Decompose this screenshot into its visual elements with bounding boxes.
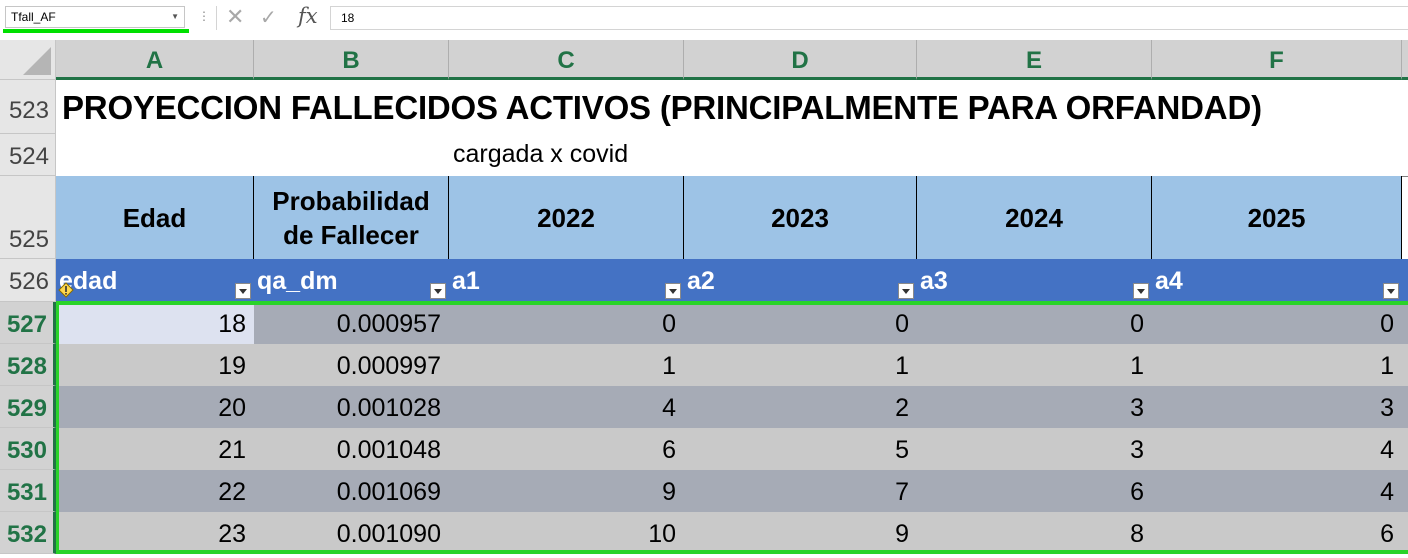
select-all-button[interactable] bbox=[0, 40, 56, 80]
table-header-a3[interactable]: a3 bbox=[917, 259, 1152, 302]
table-header-label: a3 bbox=[920, 267, 948, 295]
table-cell[interactable]: 18 bbox=[56, 302, 254, 344]
table-cell[interactable]: 10 bbox=[449, 512, 684, 554]
table-cell[interactable]: 23 bbox=[56, 512, 254, 554]
column-header-b[interactable]: B bbox=[254, 40, 449, 80]
table-cell[interactable]: 1 bbox=[1152, 344, 1408, 386]
table-header-edad[interactable]: edad bbox=[56, 259, 254, 302]
cancel-icon[interactable]: ✕ bbox=[226, 4, 245, 29]
table-cell[interactable]: 22 bbox=[56, 470, 254, 512]
title-row bbox=[56, 80, 1408, 136]
table-cell[interactable]: 4 bbox=[1152, 428, 1408, 470]
table-cell[interactable]: 0.000957 bbox=[254, 302, 449, 344]
column-header-f[interactable]: F bbox=[1152, 40, 1402, 80]
table-cell[interactable]: 3 bbox=[917, 428, 1152, 470]
band-header-edad[interactable]: Edad bbox=[56, 176, 254, 259]
band-header-probabilidad[interactable]: Probabilidad de Fallecer bbox=[254, 176, 449, 259]
divider bbox=[216, 6, 217, 30]
filter-dropdown-icon[interactable] bbox=[898, 283, 914, 299]
row-header-526[interactable]: 526 bbox=[0, 259, 56, 302]
table-cell[interactable]: 3 bbox=[1152, 386, 1408, 428]
name-box-highlight bbox=[3, 29, 189, 33]
row-header-524[interactable]: 524 bbox=[0, 134, 56, 176]
row-header-530[interactable]: 530 bbox=[0, 428, 56, 470]
selection-border bbox=[56, 550, 1408, 554]
table-header-a1[interactable]: a1 bbox=[449, 259, 684, 302]
more-options-icon[interactable]: ⋮ bbox=[198, 9, 210, 23]
table-cell[interactable]: 6 bbox=[449, 428, 684, 470]
row-header-528[interactable]: 528 bbox=[0, 344, 56, 386]
row-header-529[interactable]: 529 bbox=[0, 386, 56, 428]
selection-border bbox=[56, 301, 59, 554]
column-header-e[interactable]: E bbox=[917, 40, 1152, 80]
table-cell[interactable]: 0 bbox=[684, 302, 917, 344]
table-cell[interactable]: 6 bbox=[1152, 512, 1408, 554]
table-cell[interactable]: 0.001069 bbox=[254, 470, 449, 512]
row-header-525[interactable]: 525 bbox=[0, 176, 56, 259]
table-header-label: qa_dm bbox=[257, 267, 338, 295]
table-cell[interactable]: 5 bbox=[684, 428, 917, 470]
chevron-down-icon[interactable]: ▼ bbox=[171, 12, 179, 21]
table-cell[interactable]: 21 bbox=[56, 428, 254, 470]
table-cell[interactable]: 3 bbox=[917, 386, 1152, 428]
table-cell[interactable]: 8 bbox=[917, 512, 1152, 554]
formula-input[interactable]: 18 bbox=[330, 6, 1408, 30]
table-header-a4[interactable]: a4 bbox=[1152, 259, 1402, 302]
table-cell[interactable]: 19 bbox=[56, 344, 254, 386]
row-header-523[interactable]: 523 bbox=[0, 80, 56, 134]
table-cell[interactable]: 7 bbox=[684, 470, 917, 512]
filter-dropdown-icon[interactable] bbox=[665, 283, 681, 299]
column-header-g[interactable] bbox=[1402, 40, 1408, 80]
table-cell[interactable]: 0.001028 bbox=[254, 386, 449, 428]
band-header-2024[interactable]: 2024 bbox=[917, 176, 1152, 259]
table-cell[interactable]: 0.001090 bbox=[254, 512, 449, 554]
band-header-2022[interactable]: 2022 bbox=[449, 176, 684, 259]
formula-bar: Tfall_AF ▼ ⋮ ✕ ✓ fx 18 bbox=[0, 0, 1408, 41]
table-cell[interactable]: 0.001048 bbox=[254, 428, 449, 470]
table-header-label: a4 bbox=[1155, 267, 1183, 295]
band-header-2025[interactable]: 2025 bbox=[1152, 176, 1402, 259]
row-header-531[interactable]: 531 bbox=[0, 470, 56, 512]
table-cell[interactable]: 0 bbox=[1152, 302, 1408, 344]
table-cell[interactable]: 6 bbox=[917, 470, 1152, 512]
table-header-overflow bbox=[1402, 259, 1408, 302]
band-header-2023[interactable]: 2023 bbox=[684, 176, 917, 259]
table-header-qa-dm[interactable]: qa_dm bbox=[254, 259, 449, 302]
table-cell[interactable]: 4 bbox=[1152, 470, 1408, 512]
table-header-label: a1 bbox=[452, 267, 480, 295]
filter-dropdown-icon[interactable] bbox=[1133, 283, 1149, 299]
table-cell[interactable]: 0.000997 bbox=[254, 344, 449, 386]
warning-icon[interactable] bbox=[58, 282, 74, 298]
name-box[interactable]: Tfall_AF ▼ bbox=[5, 6, 185, 28]
table-header-label: a2 bbox=[687, 267, 715, 295]
filter-dropdown-icon[interactable] bbox=[235, 283, 251, 299]
table-header-a2[interactable]: a2 bbox=[684, 259, 917, 302]
table-cell[interactable]: 0 bbox=[917, 302, 1152, 344]
table-cell[interactable]: 1 bbox=[917, 344, 1152, 386]
table-cell[interactable]: 4 bbox=[449, 386, 684, 428]
table-cell[interactable]: 2 bbox=[684, 386, 917, 428]
insert-function-icon[interactable]: fx bbox=[298, 4, 318, 28]
row-header-527[interactable]: 527 bbox=[0, 302, 56, 344]
table-cell[interactable]: 9 bbox=[449, 470, 684, 512]
name-box-value: Tfall_AF bbox=[11, 10, 56, 24]
table-cell[interactable]: 1 bbox=[449, 344, 684, 386]
table-cell[interactable]: 0 bbox=[449, 302, 684, 344]
sheet-title[interactable]: PROYECCION FALLECIDOS ACTIVOS (PRINCIPAL… bbox=[62, 89, 1262, 126]
row-header-532[interactable]: 532 bbox=[0, 512, 56, 554]
column-header-d[interactable]: D bbox=[684, 40, 917, 80]
filter-dropdown-icon[interactable] bbox=[430, 283, 446, 299]
select-all-icon bbox=[23, 47, 51, 75]
filter-dropdown-icon[interactable] bbox=[1383, 283, 1399, 299]
enter-icon[interactable]: ✓ bbox=[260, 7, 277, 29]
selection-border bbox=[56, 301, 1408, 305]
table-cell[interactable]: 1 bbox=[684, 344, 917, 386]
column-header-a[interactable]: A bbox=[56, 40, 254, 80]
table-cell[interactable]: 9 bbox=[684, 512, 917, 554]
sheet-subtitle[interactable]: cargada x covid bbox=[453, 140, 629, 168]
table-cell[interactable]: 20 bbox=[56, 386, 254, 428]
column-header-c[interactable]: C bbox=[449, 40, 684, 80]
